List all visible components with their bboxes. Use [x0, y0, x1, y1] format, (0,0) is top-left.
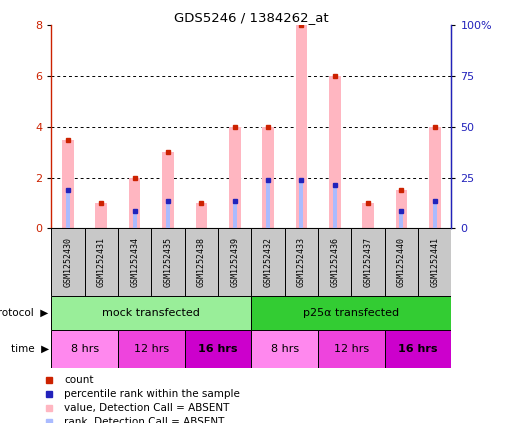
Bar — [66, 190, 70, 228]
Bar — [118, 330, 185, 368]
Text: 16 hrs: 16 hrs — [399, 344, 438, 354]
Bar — [151, 228, 185, 296]
Text: protocol  ▶: protocol ▶ — [0, 308, 49, 318]
Text: 8 hrs: 8 hrs — [71, 344, 98, 354]
Text: GSM1252435: GSM1252435 — [164, 237, 172, 287]
Text: GSM1252437: GSM1252437 — [364, 237, 372, 287]
Text: GSM1252440: GSM1252440 — [397, 237, 406, 287]
Text: GSM1252439: GSM1252439 — [230, 237, 239, 287]
Text: GSM1252433: GSM1252433 — [297, 237, 306, 287]
Bar — [133, 211, 136, 228]
Text: p25α transfected: p25α transfected — [303, 308, 400, 318]
Bar — [251, 330, 318, 368]
Bar — [329, 76, 341, 228]
Bar — [251, 296, 451, 330]
Text: GSM1252436: GSM1252436 — [330, 237, 339, 287]
Bar — [229, 127, 241, 228]
Bar — [385, 228, 418, 296]
Text: GSM1252441: GSM1252441 — [430, 237, 439, 287]
Bar — [285, 228, 318, 296]
Text: GSM1252431: GSM1252431 — [97, 237, 106, 287]
Text: GSM1252430: GSM1252430 — [64, 237, 72, 287]
Bar — [118, 228, 151, 296]
Bar — [51, 296, 251, 330]
Bar — [318, 228, 351, 296]
Text: 8 hrs: 8 hrs — [271, 344, 299, 354]
Text: percentile rank within the sample: percentile rank within the sample — [64, 390, 240, 399]
Text: 12 hrs: 12 hrs — [134, 344, 169, 354]
Bar — [429, 127, 441, 228]
Title: GDS5246 / 1384262_at: GDS5246 / 1384262_at — [174, 11, 329, 24]
Bar — [400, 211, 403, 228]
Bar — [433, 201, 437, 228]
Bar — [185, 228, 218, 296]
Bar — [262, 127, 274, 228]
Text: GSM1252432: GSM1252432 — [264, 237, 272, 287]
Bar — [85, 228, 118, 296]
Bar — [318, 330, 385, 368]
Text: mock transfected: mock transfected — [103, 308, 200, 318]
Bar — [166, 201, 170, 228]
Text: time  ▶: time ▶ — [11, 344, 49, 354]
Bar — [295, 25, 307, 228]
Bar — [266, 180, 270, 228]
Bar — [62, 140, 74, 228]
Bar — [51, 228, 85, 296]
Bar — [195, 203, 207, 228]
Bar — [233, 201, 236, 228]
Bar — [385, 330, 451, 368]
Bar — [333, 185, 337, 228]
Bar — [418, 228, 451, 296]
Bar — [129, 178, 141, 228]
Bar — [351, 228, 385, 296]
Text: 12 hrs: 12 hrs — [334, 344, 369, 354]
Text: count: count — [64, 375, 94, 385]
Text: 16 hrs: 16 hrs — [199, 344, 238, 354]
Text: value, Detection Call = ABSENT: value, Detection Call = ABSENT — [64, 403, 229, 413]
Bar — [185, 330, 251, 368]
Bar — [396, 190, 407, 228]
Text: GSM1252438: GSM1252438 — [197, 237, 206, 287]
Bar — [300, 180, 303, 228]
Text: GSM1252434: GSM1252434 — [130, 237, 139, 287]
Text: rank, Detection Call = ABSENT: rank, Detection Call = ABSENT — [64, 417, 225, 423]
Bar — [95, 203, 107, 228]
Bar — [162, 152, 174, 228]
Bar — [362, 203, 374, 228]
Bar — [218, 228, 251, 296]
Bar — [51, 330, 118, 368]
Bar — [251, 228, 285, 296]
